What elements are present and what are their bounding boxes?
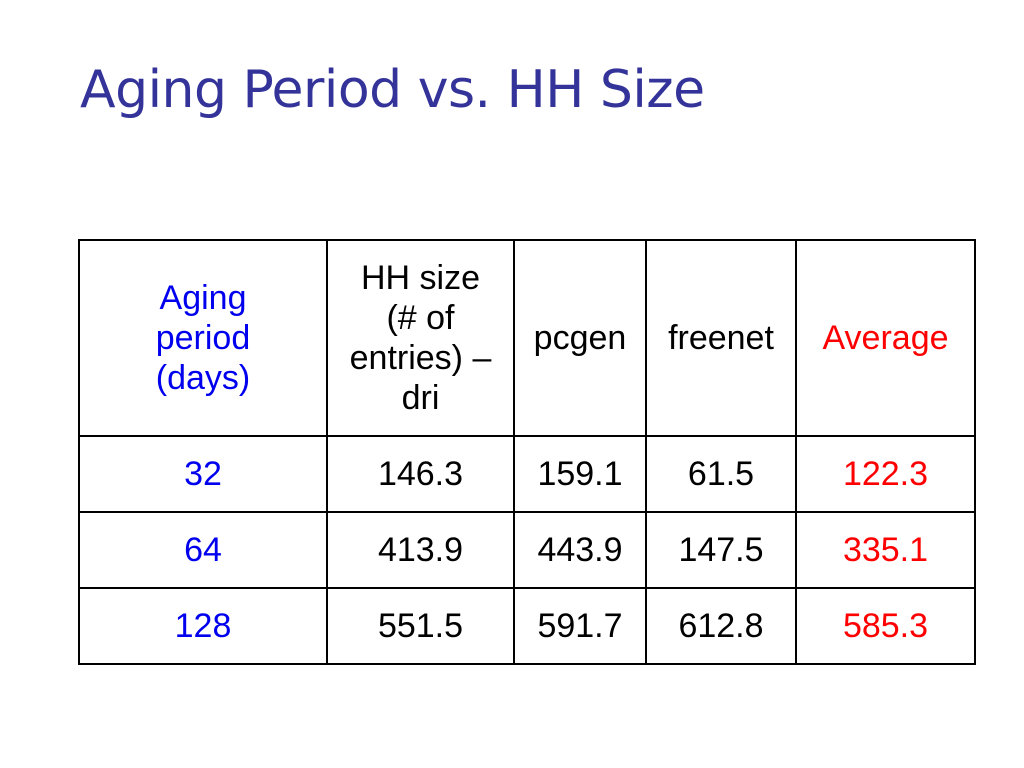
- header-aging-period: Aging period (days): [78, 239, 328, 437]
- slide-title: Aging Period vs. HH Size: [80, 60, 705, 120]
- cell-average: 122.3: [795, 435, 976, 513]
- cell-hh-size: 146.3: [326, 435, 515, 513]
- cell-hh-size: 551.5: [326, 587, 515, 665]
- header-average: Average: [795, 239, 976, 437]
- cell-average: 585.3: [795, 587, 976, 665]
- header-pcgen: pcgen: [513, 239, 647, 437]
- cell-freenet: 147.5: [645, 511, 797, 589]
- header-hh-size: HH size (# of entries) – dri: [326, 239, 515, 437]
- table-row: 64 413.9 443.9 147.5 335.1: [78, 511, 976, 589]
- cell-pcgen: 591.7: [513, 587, 647, 665]
- cell-freenet: 61.5: [645, 435, 797, 513]
- cell-pcgen: 443.9: [513, 511, 647, 589]
- cell-hh-size: 413.9: [326, 511, 515, 589]
- cell-average: 335.1: [795, 511, 976, 589]
- table-row: 128 551.5 591.7 612.8 585.3: [78, 587, 976, 665]
- header-freenet: freenet: [645, 239, 797, 437]
- cell-freenet: 612.8: [645, 587, 797, 665]
- data-table: Aging period (days) HH size (# of entrie…: [78, 239, 976, 665]
- cell-aging-period: 32: [78, 435, 328, 513]
- table-row: 32 146.3 159.1 61.5 122.3: [78, 435, 976, 513]
- cell-pcgen: 159.1: [513, 435, 647, 513]
- cell-aging-period: 128: [78, 587, 328, 665]
- table-header-row: Aging period (days) HH size (# of entrie…: [78, 239, 976, 437]
- cell-aging-period: 64: [78, 511, 328, 589]
